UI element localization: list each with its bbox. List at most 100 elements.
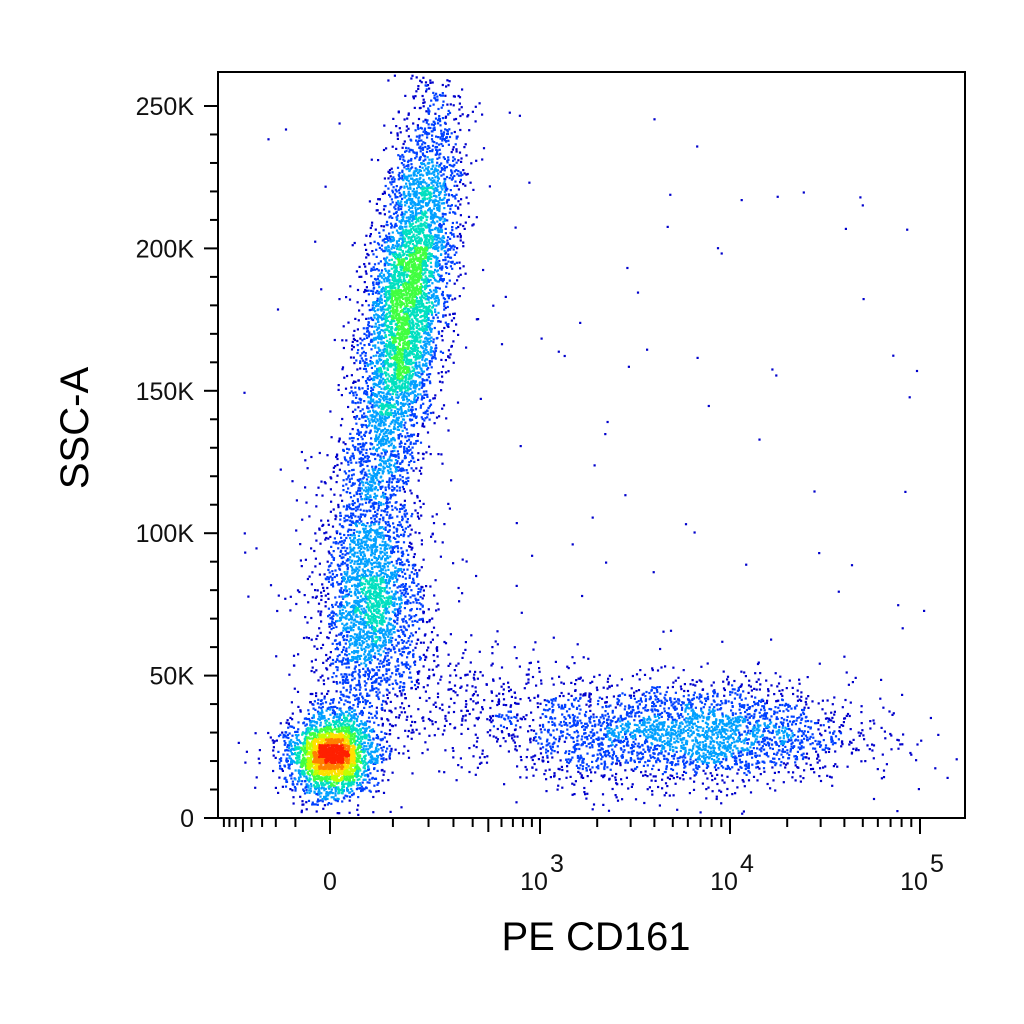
- event-dot: [347, 460, 350, 463]
- event-dot: [778, 709, 781, 712]
- event-dot: [366, 720, 369, 723]
- event-dot: [591, 808, 594, 811]
- event-dot: [610, 684, 613, 687]
- event-dot: [589, 731, 592, 734]
- event-dot: [406, 602, 409, 605]
- event-dot: [560, 765, 563, 768]
- event-dot: [390, 656, 393, 659]
- event-dot: [649, 756, 653, 759]
- event-dot: [332, 508, 335, 511]
- event-dot: [345, 505, 348, 508]
- event-dot: [426, 147, 429, 150]
- event-dot: [289, 595, 292, 598]
- event-dot: [399, 706, 402, 709]
- event-dot: [605, 696, 608, 699]
- event-dot: [352, 468, 355, 471]
- event-dot: [643, 742, 647, 745]
- event-dot: [456, 694, 459, 697]
- event-dot: [426, 748, 429, 751]
- event-dot: [407, 112, 410, 115]
- event-dot: [627, 751, 630, 754]
- event-dot: [810, 768, 813, 771]
- event-dot: [628, 694, 631, 697]
- event-dot: [785, 719, 788, 722]
- event-dot: [644, 699, 647, 703]
- event-dot: [848, 714, 851, 718]
- event-dot: [566, 732, 569, 735]
- event-dot: [400, 507, 404, 510]
- event-dot: [279, 722, 282, 725]
- event-dot: [398, 175, 401, 178]
- event-dot: [414, 619, 417, 623]
- event-dot: [449, 208, 452, 211]
- event-dot: [351, 482, 355, 485]
- event-dot: [748, 707, 751, 710]
- event-dot: [388, 481, 391, 484]
- event-dot: [603, 767, 606, 771]
- event-dot: [465, 346, 468, 349]
- event-dot: [380, 509, 383, 512]
- event-dot: [414, 157, 417, 160]
- event-dot: [442, 133, 445, 136]
- event-dot: [406, 452, 409, 455]
- event-dot: [828, 747, 831, 750]
- event-dot: [422, 719, 425, 722]
- event-dot: [388, 683, 391, 686]
- event-dot: [258, 749, 261, 752]
- event-dot: [396, 534, 399, 537]
- event-dot: [371, 686, 374, 689]
- event-dot: [600, 762, 603, 765]
- event-dot: [399, 187, 402, 190]
- event-dot: [432, 124, 435, 127]
- event-dot: [812, 747, 815, 750]
- event-dot: [334, 465, 337, 468]
- event-dot: [432, 522, 436, 525]
- event-dot: [705, 797, 708, 800]
- event-dot: [412, 469, 415, 472]
- event-dot: [331, 555, 334, 558]
- event-dot: [389, 675, 392, 678]
- event-dot: [356, 339, 359, 343]
- event-dot: [390, 198, 393, 201]
- event-dot: [327, 577, 330, 581]
- event-dot: [403, 457, 406, 460]
- event-dot: [649, 754, 652, 757]
- event-dot: [649, 773, 652, 776]
- event-dot: [396, 613, 399, 616]
- event-dot: [432, 350, 435, 353]
- event-dot: [496, 727, 499, 731]
- event-dot: [656, 700, 659, 704]
- event-dot: [649, 746, 652, 749]
- event-dot: [734, 692, 737, 695]
- event-dot: [591, 744, 594, 747]
- event-dot: [437, 143, 441, 146]
- event-dot: [384, 528, 387, 531]
- event-dot: [572, 740, 575, 743]
- event-dot: [837, 590, 840, 593]
- event-dot: [387, 520, 390, 524]
- event-dot: [562, 707, 565, 710]
- event-dot: [332, 699, 335, 702]
- event-dot: [323, 573, 326, 576]
- event-dot: [452, 361, 455, 364]
- event-dot: [384, 205, 387, 208]
- event-dot: [383, 659, 386, 662]
- event-dot: [362, 442, 365, 445]
- event-dot: [365, 317, 368, 320]
- event-dot: [647, 759, 650, 762]
- event-dot: [793, 755, 796, 758]
- event-dot: [641, 693, 644, 696]
- event-dot: [340, 631, 343, 634]
- event-dot: [547, 731, 550, 734]
- event-dot: [828, 726, 831, 729]
- event-dot: [400, 467, 403, 470]
- event-dot: [350, 477, 353, 480]
- event-dot: [388, 744, 391, 748]
- event-dot: [364, 513, 367, 516]
- event-dot: [584, 722, 587, 725]
- event-dot: [566, 665, 569, 668]
- event-dot: [569, 725, 572, 728]
- event-dot: [638, 703, 641, 706]
- event-dot: [365, 272, 368, 275]
- event-dot: [616, 758, 619, 761]
